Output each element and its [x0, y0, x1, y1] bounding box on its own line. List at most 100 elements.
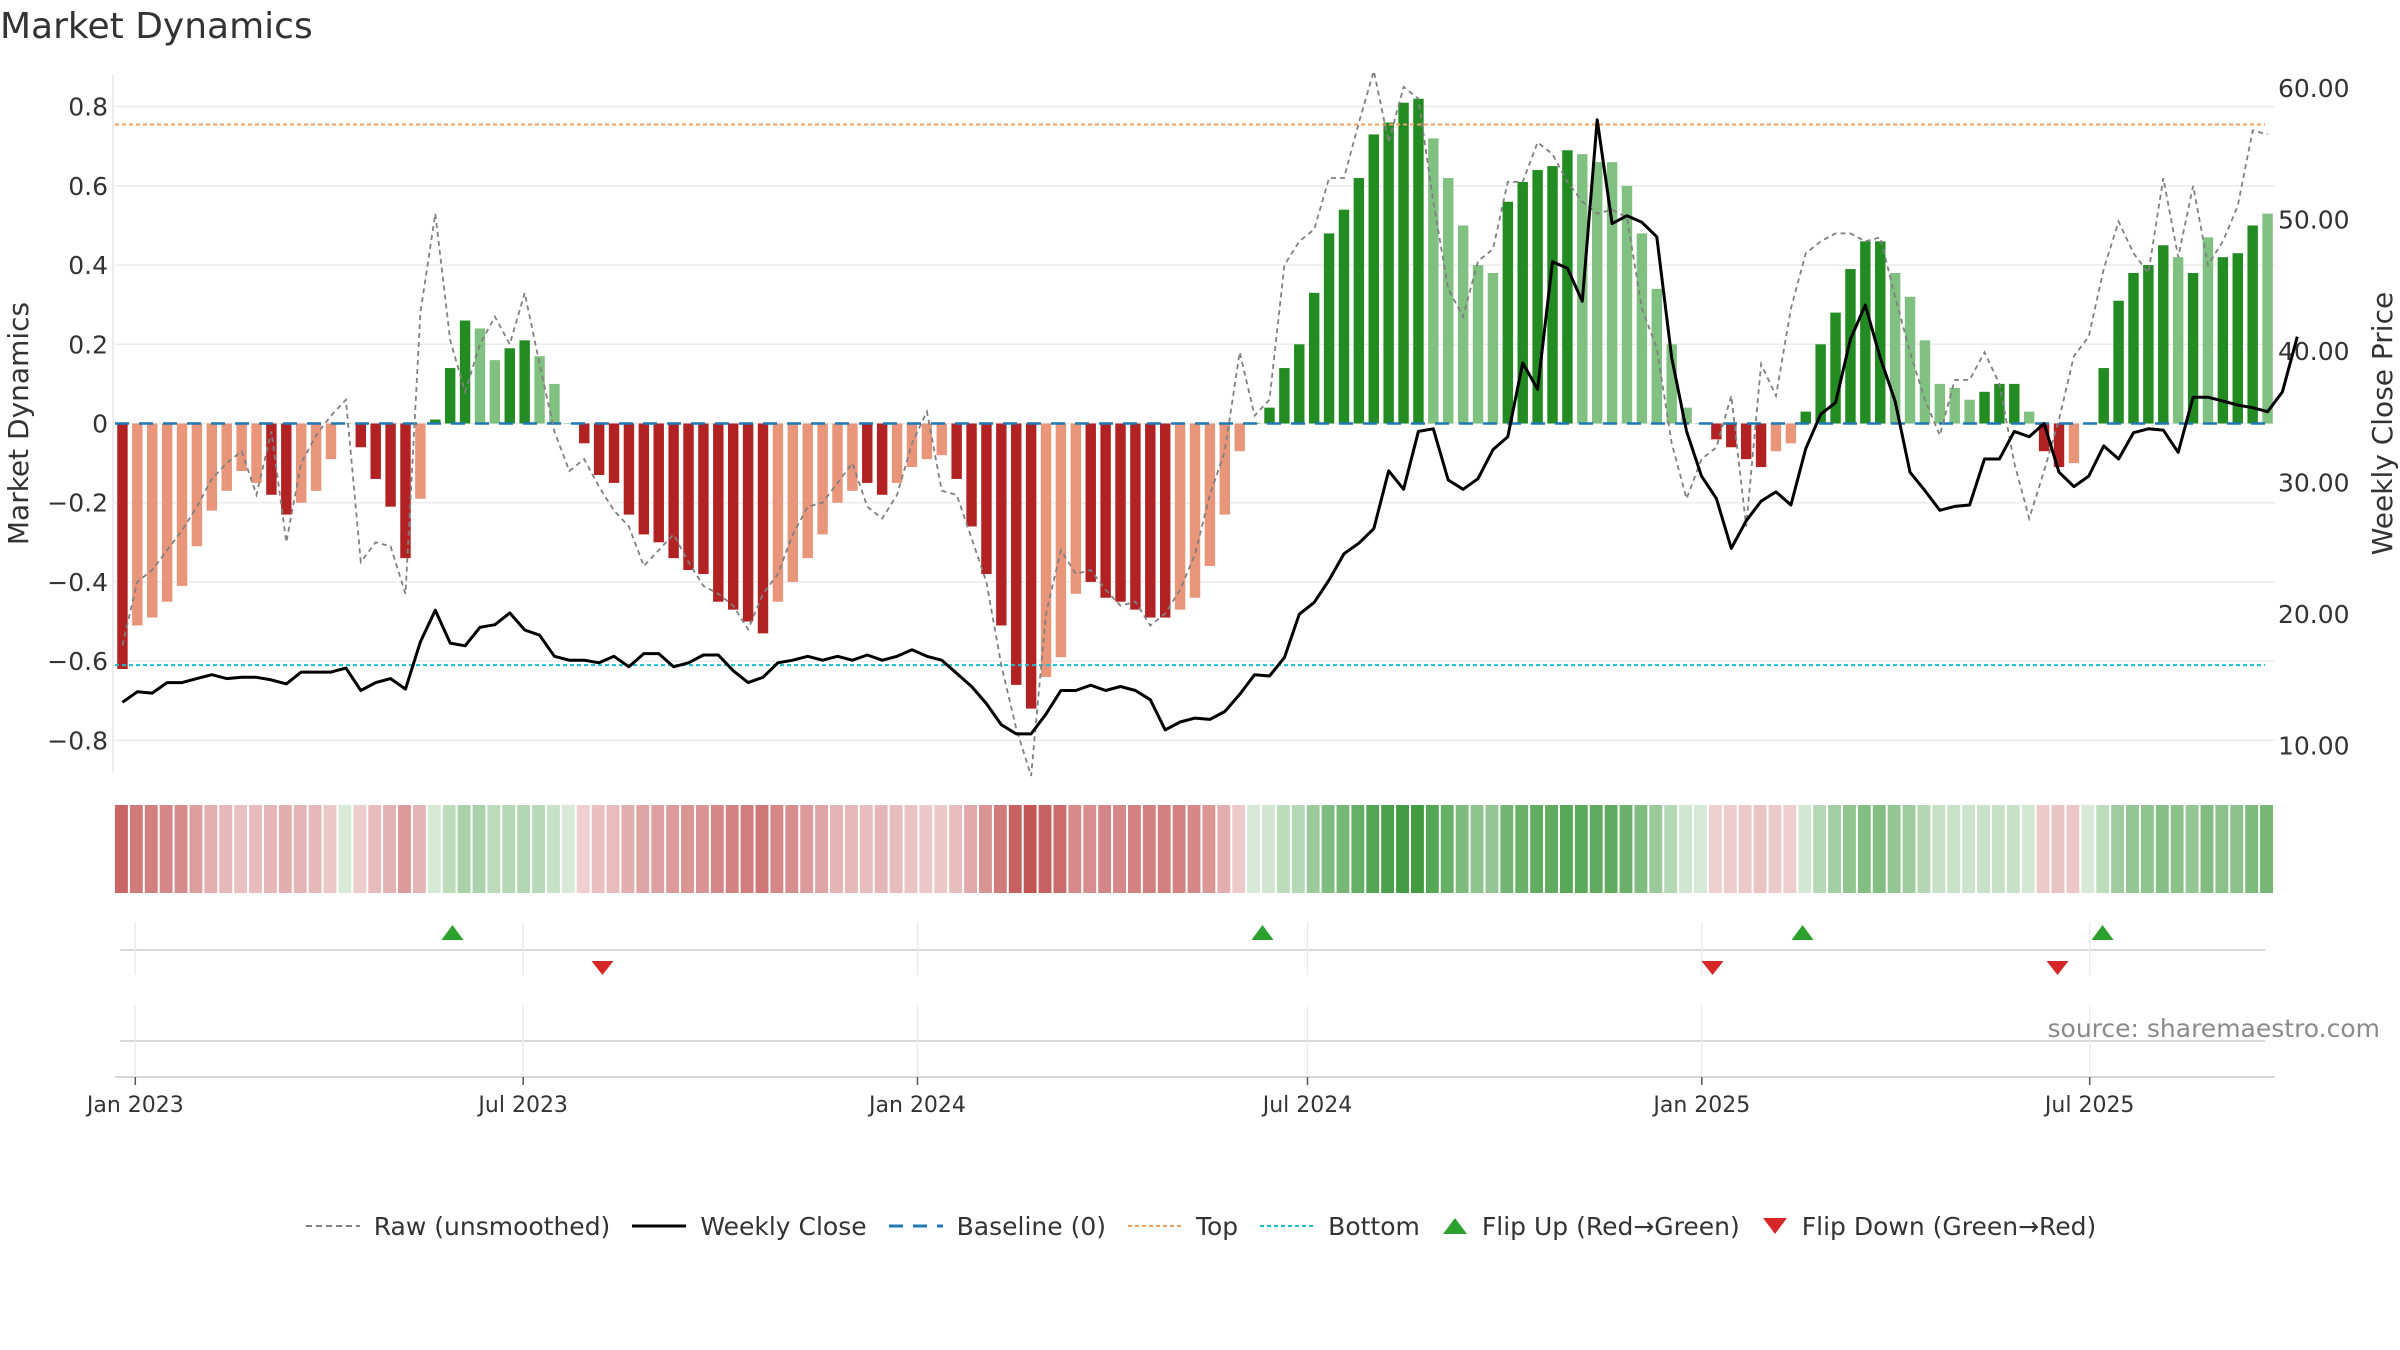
legend-label: Flip Up (Red→Green): [1481, 1211, 1740, 1241]
md-bar: [2009, 383, 2020, 424]
heat-cell: [1500, 805, 1514, 893]
md-bar: [132, 423, 143, 626]
triangle-up-icon: [1442, 1218, 1467, 1234]
md-bar: [2128, 273, 2139, 424]
md-bar: [1770, 423, 1782, 452]
md-bar: [742, 423, 754, 622]
heat-cell: [219, 805, 233, 893]
heat-cell: [472, 805, 486, 893]
heat-cell: [755, 805, 769, 893]
heat-cell: [1083, 805, 1097, 893]
y-tick-label: 0: [92, 410, 108, 439]
heat-cell: [144, 805, 158, 893]
heat-cell: [1247, 805, 1261, 893]
heat-cell: [695, 805, 709, 893]
heat-cell: [1887, 805, 1901, 893]
heat-cell: [1738, 805, 1752, 893]
triangle-down-icon: [1762, 1218, 1787, 1234]
heat-cell: [1425, 805, 1439, 893]
md-bar: [1562, 150, 1573, 424]
md-bar: [847, 423, 858, 491]
heat-cell: [1440, 805, 1454, 893]
heat-cell: [934, 805, 948, 893]
md-bar: [1934, 383, 1946, 424]
md-bar: [713, 423, 724, 602]
md-bar: [191, 423, 203, 547]
heat-cell: [1291, 805, 1305, 893]
heat-cell: [1411, 805, 1424, 893]
heat-cell: [2200, 805, 2214, 893]
flip-up-marker: [441, 925, 464, 940]
heat-cell: [1798, 805, 1812, 893]
heat-cell: [844, 805, 858, 893]
heat-cell: [1619, 805, 1633, 893]
weekly-close-line: [121, 118, 2299, 736]
heat-cell: [1962, 805, 1976, 893]
heat-cell: [1843, 805, 1856, 893]
heat-cell: [1813, 805, 1827, 893]
heat-cell: [1857, 805, 1871, 893]
heat-cell: [2230, 805, 2244, 893]
md-bar: [1845, 269, 1856, 424]
heat-cell: [2245, 805, 2259, 893]
md-bar: [161, 423, 173, 602]
md-bar: [1130, 423, 1141, 610]
heat-cell: [725, 805, 739, 893]
md-bar: [1368, 134, 1379, 424]
md-bar: [1606, 162, 1618, 424]
heat-cell: [1902, 805, 1916, 893]
md-bar: [2053, 423, 2065, 468]
md-bar: [504, 348, 515, 424]
solid-black-line-icon: [632, 1224, 687, 1228]
heat-cell: [457, 805, 471, 893]
md-bar: [1234, 423, 1245, 452]
chart-legend: Raw (unsmoothed) Weekly Close Baseline (…: [0, 1206, 2400, 1246]
md-bar: [1979, 391, 1990, 424]
md-bar: [638, 423, 650, 535]
heat-cell: [1768, 805, 1782, 893]
y2-tick-label: 50.00: [2278, 206, 2350, 235]
md-bar: [459, 320, 471, 424]
x-tick-label: Jan 2025: [1651, 1093, 1750, 1118]
heat-cell: [368, 805, 382, 893]
heat-cell: [2096, 805, 2110, 893]
md-bar: [1547, 166, 1558, 424]
md-bar: [1428, 138, 1439, 424]
heat-cell: [2126, 805, 2139, 893]
heat-cell: [1068, 805, 1082, 893]
md-bar: [549, 383, 560, 424]
heat-cell: [1038, 805, 1052, 893]
heat-cell: [174, 805, 188, 893]
md-bar: [1219, 423, 1231, 515]
heat-cell: [1187, 805, 1201, 893]
md-bar: [862, 423, 873, 483]
heat-cell: [666, 805, 680, 893]
heat-cell: [1396, 805, 1409, 893]
md-bar: [564, 423, 575, 424]
md-bar: [966, 423, 977, 527]
y2-axis-title: Weekly Close Price: [2366, 292, 2399, 555]
md-bar: [2247, 225, 2258, 424]
heat-cell: [398, 805, 411, 893]
md-bar: [117, 423, 128, 670]
md-bar: [1279, 368, 1290, 424]
dotted-cyan-line-icon: [1260, 1225, 1315, 1227]
md-bar: [608, 423, 620, 483]
heat-cell: [1008, 805, 1022, 893]
md-bar: [1011, 423, 1022, 685]
heat-cell: [1306, 805, 1320, 893]
md-bar: [1100, 423, 1111, 598]
md-bar: [757, 423, 769, 634]
heat-cell: [338, 805, 352, 893]
md-bar: [936, 423, 947, 456]
y-tick-label: 0.6: [68, 172, 108, 201]
flip-down-marker: [591, 961, 614, 975]
heat-cell: [2021, 805, 2035, 893]
heat-cell: [874, 805, 888, 893]
heat-cell: [412, 805, 426, 893]
md-bar: [1517, 181, 1528, 424]
heat-cell: [1708, 805, 1722, 893]
heat-cell: [263, 805, 277, 893]
heat-cell: [1157, 805, 1171, 893]
